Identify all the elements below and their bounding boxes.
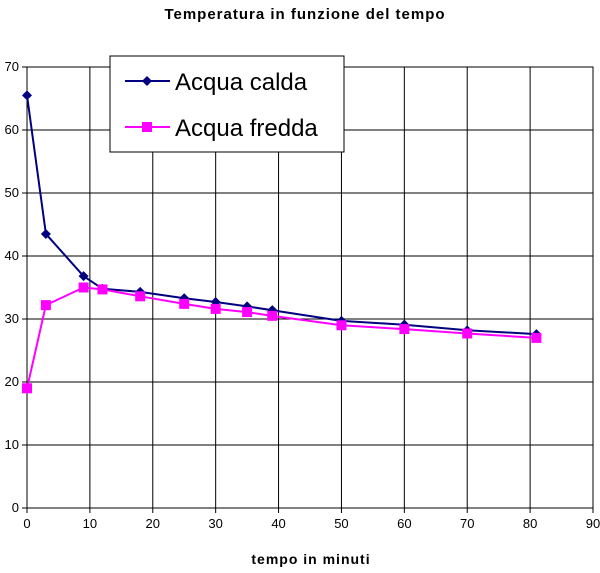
y-tick-label: 60 xyxy=(5,122,19,137)
data-point-acqua-fredda xyxy=(531,332,542,343)
data-point-acqua-fredda xyxy=(97,284,108,295)
data-point-acqua-calda xyxy=(40,228,51,239)
series-line-acqua-fredda xyxy=(26,286,537,389)
legend-label-acqua-calda: Acqua calda xyxy=(175,69,308,96)
legend-marker-acqua-fredda xyxy=(142,122,152,132)
chart-title: Temperatura in funzione del tempo xyxy=(164,6,445,23)
data-point-acqua-calda xyxy=(22,90,32,101)
y-tick-label: 40 xyxy=(5,248,19,263)
data-point-acqua-fredda xyxy=(242,307,253,318)
x-tick-label: 70 xyxy=(460,516,474,531)
data-point-acqua-calda xyxy=(78,271,89,282)
x-tick-label: 20 xyxy=(146,516,160,531)
legend: Acqua calda Acqua fredda xyxy=(109,55,345,153)
series-group xyxy=(22,90,542,394)
x-tick-label: 50 xyxy=(334,516,348,531)
data-point-acqua-fredda xyxy=(462,328,473,339)
data-point-acqua-fredda xyxy=(210,303,221,314)
y-tick-label: 10 xyxy=(5,437,19,452)
legend-label-acqua-fredda: Acqua fredda xyxy=(175,115,318,142)
ticks: 0 10 20 30 40 50 60 70 80 90 0 10 20 30 40 50 60 70 xyxy=(5,59,600,531)
x-tick-label: 10 xyxy=(83,516,97,531)
y-tick-label: 0 xyxy=(12,500,19,515)
y-tick-label: 20 xyxy=(5,374,19,389)
x-tick-label: 90 xyxy=(586,516,600,531)
data-point-acqua-fredda xyxy=(135,291,146,302)
x-tick-label: 0 xyxy=(23,516,30,531)
data-point-acqua-fredda xyxy=(78,282,89,293)
y-tick-label: 70 xyxy=(5,59,19,74)
x-tick-label: 30 xyxy=(208,516,222,531)
legend-marker-acqua-calda xyxy=(142,76,152,86)
data-point-acqua-fredda xyxy=(267,310,278,321)
x-tick-label: 80 xyxy=(523,516,537,531)
data-point-acqua-fredda xyxy=(399,324,410,335)
data-point-acqua-fredda xyxy=(40,300,51,311)
legend-box xyxy=(109,55,345,153)
x-axis-label: tempo in minuti xyxy=(251,551,370,567)
data-point-acqua-fredda xyxy=(179,298,190,309)
x-tick-label: 60 xyxy=(397,516,411,531)
data-point-acqua-fredda xyxy=(336,320,347,331)
data-point-acqua-fredda xyxy=(22,383,32,394)
y-tick-label: 50 xyxy=(5,185,19,200)
y-tick-label: 30 xyxy=(5,311,19,326)
x-tick-label: 40 xyxy=(271,516,285,531)
